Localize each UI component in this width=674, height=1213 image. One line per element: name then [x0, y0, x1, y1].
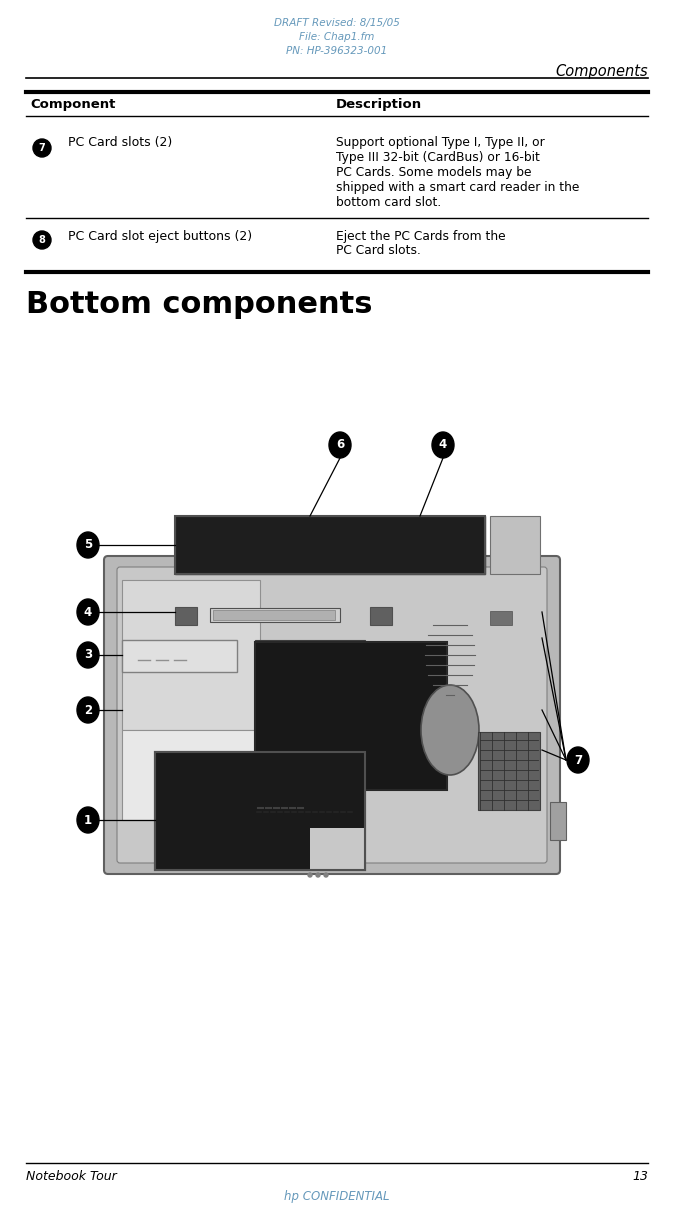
Bar — [370, 606, 392, 625]
Ellipse shape — [77, 642, 99, 668]
Text: 4: 4 — [84, 605, 92, 619]
Text: PC Cards. Some models may be: PC Cards. Some models may be — [336, 166, 532, 180]
Text: Eject the PC Cards from the: Eject the PC Cards from the — [336, 230, 506, 243]
Text: Component: Component — [30, 98, 115, 112]
Text: hp CONFIDENTIAL: hp CONFIDENTIAL — [284, 1190, 390, 1203]
Text: 5: 5 — [84, 539, 92, 552]
Text: Components: Components — [555, 64, 648, 79]
Ellipse shape — [77, 807, 99, 833]
Text: 3: 3 — [84, 649, 92, 661]
Bar — [122, 640, 237, 672]
Text: Notebook Tour: Notebook Tour — [26, 1171, 117, 1183]
Text: Description: Description — [336, 98, 422, 112]
Circle shape — [316, 873, 320, 877]
Bar — [213, 610, 335, 620]
Circle shape — [33, 139, 51, 156]
Ellipse shape — [432, 432, 454, 459]
Text: File: Chap1.fm: File: Chap1.fm — [299, 32, 375, 42]
Circle shape — [308, 873, 312, 877]
Ellipse shape — [329, 432, 351, 459]
Text: bottom card slot.: bottom card slot. — [336, 197, 441, 209]
Bar — [175, 606, 197, 625]
Text: 2: 2 — [84, 704, 92, 717]
Text: PC Card slot eject buttons (2): PC Card slot eject buttons (2) — [68, 230, 252, 243]
Text: PC Card slots (2): PC Card slots (2) — [68, 136, 173, 149]
Text: 4: 4 — [439, 439, 447, 451]
Bar — [122, 730, 260, 820]
Circle shape — [33, 230, 51, 249]
Text: 13: 13 — [632, 1171, 648, 1183]
Bar — [550, 802, 566, 839]
Circle shape — [324, 873, 328, 877]
Bar — [490, 516, 540, 574]
Bar — [175, 516, 485, 574]
Bar — [255, 803, 360, 815]
Text: PN: HP-396323-001: PN: HP-396323-001 — [286, 46, 388, 56]
Ellipse shape — [77, 599, 99, 625]
Text: DRAFT Revised: 8/15/05: DRAFT Revised: 8/15/05 — [274, 18, 400, 28]
Ellipse shape — [77, 697, 99, 723]
FancyBboxPatch shape — [117, 566, 547, 862]
Text: Bottom components: Bottom components — [26, 290, 373, 319]
Bar — [490, 611, 512, 625]
Bar — [255, 640, 365, 672]
Bar — [255, 642, 447, 790]
Bar — [122, 580, 260, 730]
Bar — [155, 752, 365, 870]
Text: Type III 32-bit (CardBus) or 16-bit: Type III 32-bit (CardBus) or 16-bit — [336, 150, 540, 164]
Text: Support optional Type I, Type II, or: Support optional Type I, Type II, or — [336, 136, 545, 149]
FancyBboxPatch shape — [104, 556, 560, 875]
Text: 7: 7 — [574, 753, 582, 767]
Ellipse shape — [77, 533, 99, 558]
Text: PC Card slots.: PC Card slots. — [336, 244, 421, 257]
Bar — [310, 828, 365, 870]
Ellipse shape — [567, 747, 589, 773]
Bar — [175, 516, 485, 574]
Ellipse shape — [421, 685, 479, 775]
Text: shipped with a smart card reader in the: shipped with a smart card reader in the — [336, 181, 580, 194]
Bar — [155, 752, 365, 870]
Text: 1: 1 — [84, 814, 92, 826]
Bar — [478, 731, 540, 810]
Bar — [210, 608, 340, 622]
Text: 6: 6 — [336, 439, 344, 451]
Text: 8: 8 — [38, 235, 45, 245]
Text: 7: 7 — [38, 143, 45, 153]
